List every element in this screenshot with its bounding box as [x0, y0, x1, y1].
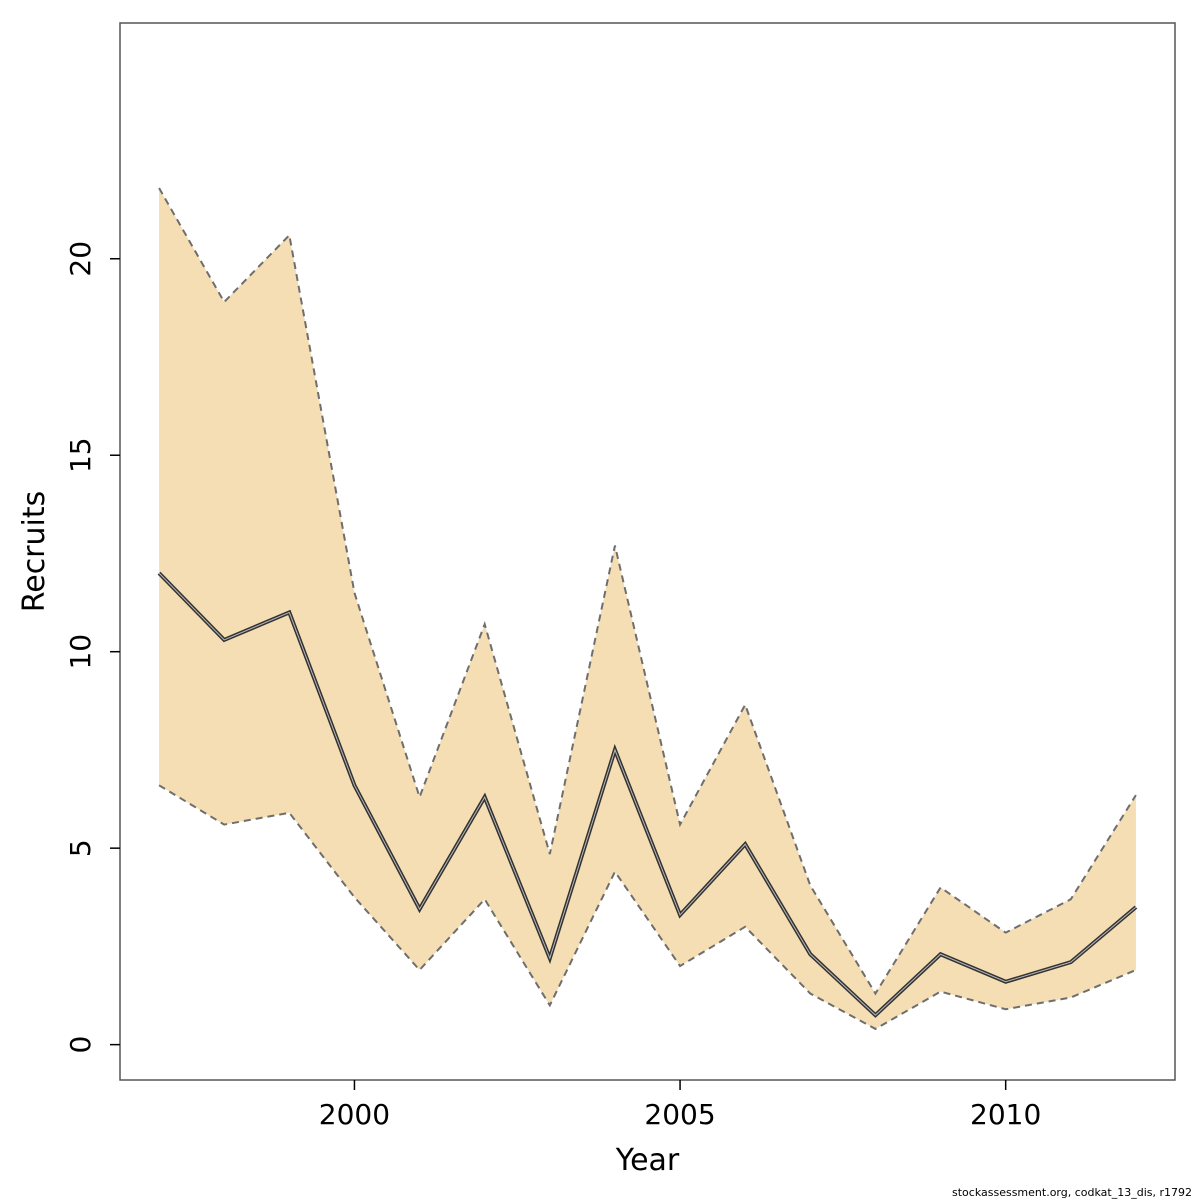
y-tick-label: 15	[64, 437, 97, 473]
y-tick-label: 20	[64, 241, 97, 277]
y-tick-label: 10	[64, 634, 97, 670]
lower-bound-line	[158, 784, 1137, 1031]
y-tick-label: 0	[64, 1036, 97, 1054]
x-tick-label: 2005	[644, 1098, 715, 1131]
upper-bound-line	[158, 187, 1137, 996]
plot-frame	[119, 22, 1176, 1081]
footer-caption: stockassessment.org, codkat_13_dis, r179…	[952, 1186, 1192, 1199]
confidence-band	[159, 188, 1136, 1029]
series-line-layer	[157, 187, 1138, 1031]
x-tick-label: 2010	[970, 1098, 1041, 1131]
estimate-line-inner	[158, 572, 1137, 1016]
x-axis: 2000 2005 2010	[319, 1080, 1041, 1131]
x-tick-label: 2000	[319, 1098, 390, 1131]
x-axis-title: Year	[615, 1143, 680, 1178]
y-axis-title: Recruits	[17, 491, 52, 613]
confidence-band-layer	[159, 188, 1136, 1029]
y-tick-label: 5	[64, 839, 97, 857]
y-axis: 0 5 10 15 20	[64, 241, 120, 1054]
